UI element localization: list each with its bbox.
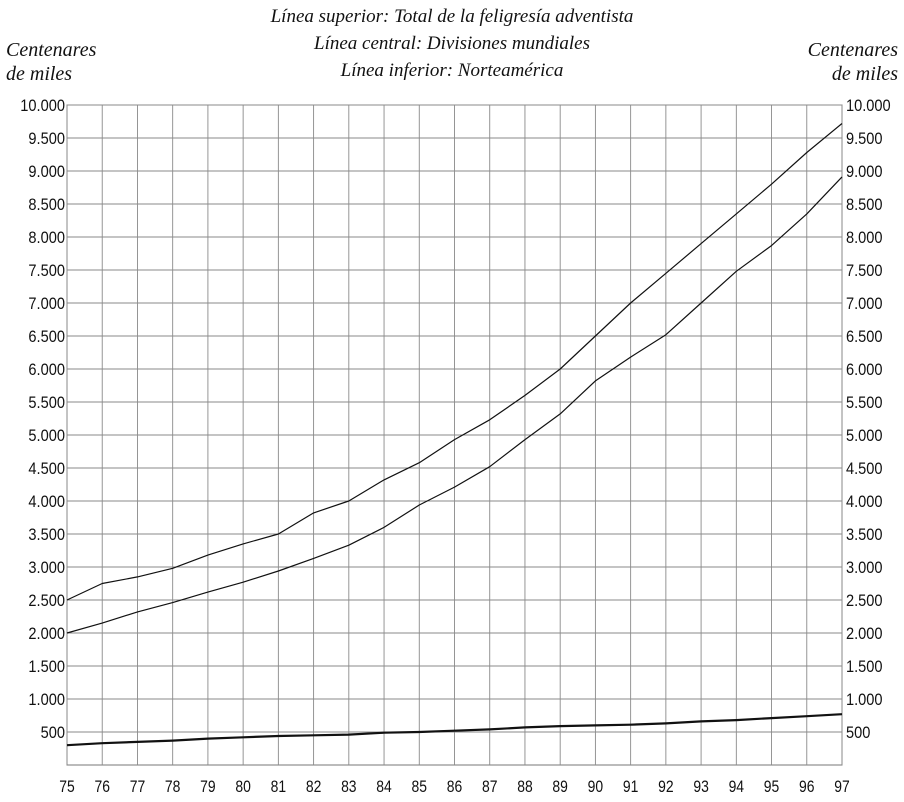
y-tick-label-left: 6.500 — [28, 328, 65, 346]
series-line-north-america — [66, 713, 843, 747]
y-tick-label-left: 8.000 — [28, 229, 65, 247]
y-axis-label-left-line1: Centenares — [6, 39, 97, 61]
legend-line-top: Línea superior: Total de la feligresía a… — [270, 6, 634, 27]
x-tick-label: 94 — [729, 778, 745, 797]
y-tick-label-right: 2.500 — [846, 592, 883, 610]
y-axis-label-right: Centenares de miles — [808, 38, 898, 86]
x-tick-label: 78 — [165, 778, 180, 797]
x-tick-label: 97 — [834, 778, 849, 797]
x-tick-label: 93 — [693, 778, 708, 797]
x-tick-label: 87 — [482, 778, 497, 797]
y-tick-label-right: 4.000 — [846, 493, 883, 511]
y-tick-label-right: 1.000 — [846, 691, 883, 709]
y-tick-label-right: 5.000 — [846, 427, 883, 445]
legend-line-middle: Línea central: Divisiones mundiales — [314, 33, 590, 54]
x-tick-label: 89 — [552, 778, 567, 797]
x-tick-label: 85 — [412, 778, 427, 797]
y-axis-label-right-line2: de miles — [831, 63, 898, 85]
y-tick-label-left: 9.500 — [28, 130, 65, 148]
chart-ticks: 75 76 77 78 79 80 81 82 83 84 85 86 87 88 89 90 91 92 93 94… — [20, 97, 891, 796]
x-tick-label: 80 — [235, 778, 251, 797]
y-tick-label-right: 7.500 — [846, 262, 883, 280]
x-tick-label: 90 — [588, 778, 604, 797]
x-tick-label: 92 — [658, 778, 673, 797]
x-tick-label: 79 — [200, 778, 215, 797]
x-tick-label: 83 — [341, 778, 356, 797]
x-tick-label: 96 — [799, 778, 814, 797]
y-tick-label-left: 500 — [41, 724, 66, 742]
series-line-world-divisions — [66, 176, 843, 634]
y-tick-label-left: 4.500 — [28, 460, 65, 478]
y-tick-label-right: 9.000 — [846, 163, 883, 181]
chart-grid — [66, 104, 843, 766]
legend-line-bottom: Línea inferior: Norteamérica — [340, 60, 564, 81]
y-tick-label-right: 6.500 — [846, 328, 883, 346]
y-tick-label-right: 5.500 — [846, 394, 883, 412]
x-tick-label: 88 — [517, 778, 532, 797]
y-tick-label-left: 5.500 — [28, 394, 65, 412]
y-axis-label-right-line1: Centenares — [807, 39, 898, 61]
chart-series — [66, 123, 843, 747]
y-tick-label-left: 7.000 — [28, 295, 65, 313]
y-tick-label-left: 3.000 — [28, 559, 65, 577]
y-tick-label-right: 10.000 — [846, 97, 891, 115]
y-tick-label-left: 1.500 — [28, 658, 65, 676]
y-tick-label-right: 6.000 — [846, 361, 883, 379]
y-tick-label-right: 500 — [846, 724, 871, 742]
x-tick-label: 76 — [94, 778, 109, 797]
y-tick-label-left: 2.500 — [28, 592, 65, 610]
y-tick-label-right: 2.000 — [846, 625, 883, 643]
y-tick-label-right: 7.000 — [846, 295, 883, 313]
y-tick-label-right: 8.000 — [846, 229, 883, 247]
x-tick-label: 75 — [59, 778, 74, 797]
y-tick-label-left: 10.000 — [20, 97, 65, 115]
y-tick-label-left: 5.000 — [28, 427, 65, 445]
y-tick-label-right: 4.500 — [846, 460, 883, 478]
y-tick-label-left: 4.000 — [28, 493, 65, 511]
x-tick-label: 86 — [447, 778, 462, 797]
y-tick-label-left: 9.000 — [28, 163, 65, 181]
y-tick-label-right: 8.500 — [846, 196, 883, 214]
y-tick-label-right: 3.000 — [846, 559, 883, 577]
y-tick-label-right: 1.500 — [846, 658, 883, 676]
y-tick-label-left: 2.000 — [28, 625, 65, 643]
x-tick-label: 77 — [130, 778, 145, 797]
x-tick-label: 82 — [306, 778, 321, 797]
y-tick-label-left: 7.500 — [28, 262, 65, 280]
x-tick-label: 95 — [764, 778, 779, 797]
y-axis-label-left-line2: de miles — [6, 63, 73, 85]
y-tick-label-left: 3.500 — [28, 526, 65, 544]
y-tick-label-left: 6.000 — [28, 361, 65, 379]
series-line-total — [66, 123, 843, 601]
x-tick-label: 81 — [271, 778, 286, 797]
y-tick-label-right: 3.500 — [846, 526, 883, 544]
y-tick-label-left: 1.000 — [28, 691, 65, 709]
y-tick-label-right: 9.500 — [846, 130, 883, 148]
y-tick-label-left: 8.500 — [28, 196, 65, 214]
x-tick-label: 84 — [376, 778, 392, 797]
x-tick-label: 91 — [623, 778, 638, 797]
y-axis-label-left: Centenares de miles — [6, 38, 96, 86]
